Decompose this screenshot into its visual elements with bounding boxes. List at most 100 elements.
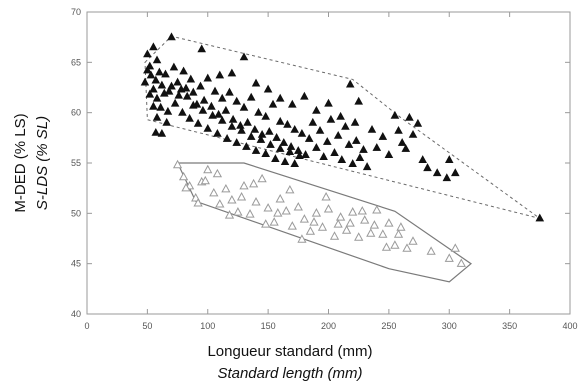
y-tick-label: 50 bbox=[71, 208, 81, 218]
filled-triangle-point bbox=[354, 96, 364, 105]
filled-triangle-point bbox=[290, 124, 300, 133]
open-triangle-point bbox=[309, 217, 319, 226]
filled-triangle-point bbox=[227, 68, 237, 77]
open-triangle-point bbox=[354, 232, 364, 241]
filled-triangle-point bbox=[203, 123, 213, 132]
filled-triangle-point bbox=[197, 44, 207, 53]
open-triangle-point bbox=[224, 210, 235, 219]
plot-area-frame bbox=[86, 11, 571, 315]
filled-triangle-point bbox=[337, 155, 347, 163]
open-triangle-point bbox=[236, 191, 247, 201]
filled-triangle-point bbox=[225, 87, 234, 96]
filled-triangle-point bbox=[390, 110, 400, 119]
filled-triangle-point bbox=[397, 138, 407, 146]
filled-triangle-point bbox=[256, 134, 266, 143]
x-tick-label: 300 bbox=[442, 321, 457, 331]
filled-triangle-point bbox=[242, 142, 251, 150]
filled-triangle-point bbox=[405, 112, 414, 121]
open-triangle-point bbox=[323, 204, 334, 213]
open-triangle-point bbox=[426, 246, 436, 255]
filled-triangle-point bbox=[167, 81, 176, 90]
filled-triangle-point bbox=[181, 83, 191, 92]
filled-triangle-point bbox=[333, 130, 343, 139]
open-triangle-point bbox=[311, 208, 322, 217]
open-triangle-point bbox=[293, 202, 303, 211]
filled-triangle-point bbox=[359, 145, 368, 153]
filled-triangle-point bbox=[251, 146, 261, 154]
axis-ticks: 0 50 100 150 200 250 300 350 400 40 45 50 55 60 65 70 bbox=[71, 7, 578, 331]
open-triangle-point bbox=[221, 183, 231, 193]
filled-triangle-point bbox=[285, 147, 295, 155]
filled-triangle-point bbox=[146, 70, 156, 79]
filled-triangle-point bbox=[217, 93, 227, 102]
open-triangle-point bbox=[251, 197, 261, 206]
filled-triangle-point bbox=[170, 98, 180, 107]
open-triangle-point bbox=[357, 206, 367, 215]
open-triangle-point bbox=[305, 226, 316, 235]
filled-triangle-point bbox=[149, 101, 158, 110]
filled-triangle-point bbox=[367, 124, 377, 133]
open-triangle-point bbox=[215, 199, 225, 208]
filled-triangle-point bbox=[312, 105, 321, 114]
filled-triangle-point bbox=[271, 154, 280, 162]
open-triangle-point bbox=[281, 206, 291, 215]
filled-triangle-point bbox=[151, 127, 161, 136]
open-triangle-point bbox=[257, 173, 267, 183]
open-triangle-point bbox=[239, 180, 249, 190]
filled-triangle-point bbox=[251, 78, 261, 87]
filled-triangle-point bbox=[341, 121, 350, 130]
filled-triangle-point bbox=[157, 128, 167, 137]
filled-triangle-point bbox=[300, 91, 309, 100]
filled-triangle-point bbox=[162, 117, 172, 126]
open-triangle-point bbox=[321, 191, 331, 201]
filled-triangle-point bbox=[155, 67, 164, 76]
filled-triangle-point bbox=[351, 136, 361, 144]
open-triangle-point bbox=[333, 219, 343, 228]
filled-triangle-point bbox=[188, 100, 198, 109]
filled-triangle-point bbox=[237, 125, 246, 134]
x-axis-title: Longueur standard (mm) bbox=[207, 343, 372, 360]
filled-triangle-point bbox=[326, 114, 336, 123]
filled-triangle-point bbox=[378, 131, 388, 140]
filled-triangle-point bbox=[186, 74, 196, 83]
filled-triangle-point bbox=[140, 77, 150, 86]
filled-triangle-point bbox=[159, 88, 169, 97]
open-triangle-point bbox=[317, 222, 328, 231]
filled-triangle-point bbox=[227, 121, 237, 130]
filled-triangle-point bbox=[207, 101, 216, 110]
open-triangle-point bbox=[456, 258, 466, 267]
filled-triangle-point bbox=[188, 87, 198, 96]
open-triangle-point bbox=[285, 184, 295, 194]
filled-triangle-point bbox=[246, 131, 256, 140]
filled-triangle-point bbox=[275, 93, 285, 102]
open-triangle-point bbox=[450, 243, 460, 252]
filled-triangle-point bbox=[275, 116, 285, 125]
x-tick-label: 0 bbox=[84, 321, 89, 331]
filled-triangle-point bbox=[261, 111, 271, 120]
filled-triangle-point bbox=[221, 105, 231, 114]
filled-triangle-point bbox=[169, 62, 179, 71]
filled-triangle-point bbox=[266, 140, 275, 148]
filled-triangle-point bbox=[287, 99, 297, 108]
filled-triangle-point bbox=[280, 157, 290, 165]
filled-triangle-point bbox=[254, 107, 263, 116]
filled-triangle-point bbox=[161, 69, 170, 78]
filled-triangle-point bbox=[167, 32, 176, 41]
filled-triangle-point bbox=[345, 79, 355, 88]
x-tick-label: 100 bbox=[200, 321, 215, 331]
filled-triangle-point bbox=[315, 125, 325, 134]
filled-triangle-point bbox=[152, 93, 162, 102]
filled-triangle-point bbox=[222, 133, 232, 142]
open-triangle-point bbox=[390, 240, 400, 249]
filled-triangle-point bbox=[185, 113, 194, 122]
open-triangle-point bbox=[275, 193, 285, 203]
x-tick-label: 150 bbox=[261, 321, 276, 331]
filled-triangle-point bbox=[163, 106, 173, 115]
filled-triangle-point bbox=[246, 92, 256, 101]
open-triangle-point bbox=[335, 212, 346, 221]
filled-triangle-point bbox=[151, 75, 161, 84]
filled-triangle-point bbox=[208, 110, 217, 119]
open-triangle-point bbox=[203, 164, 213, 174]
filled-triangle-point bbox=[143, 65, 152, 74]
y-axis-title-translation: S-LDS (% SL) bbox=[34, 116, 51, 210]
